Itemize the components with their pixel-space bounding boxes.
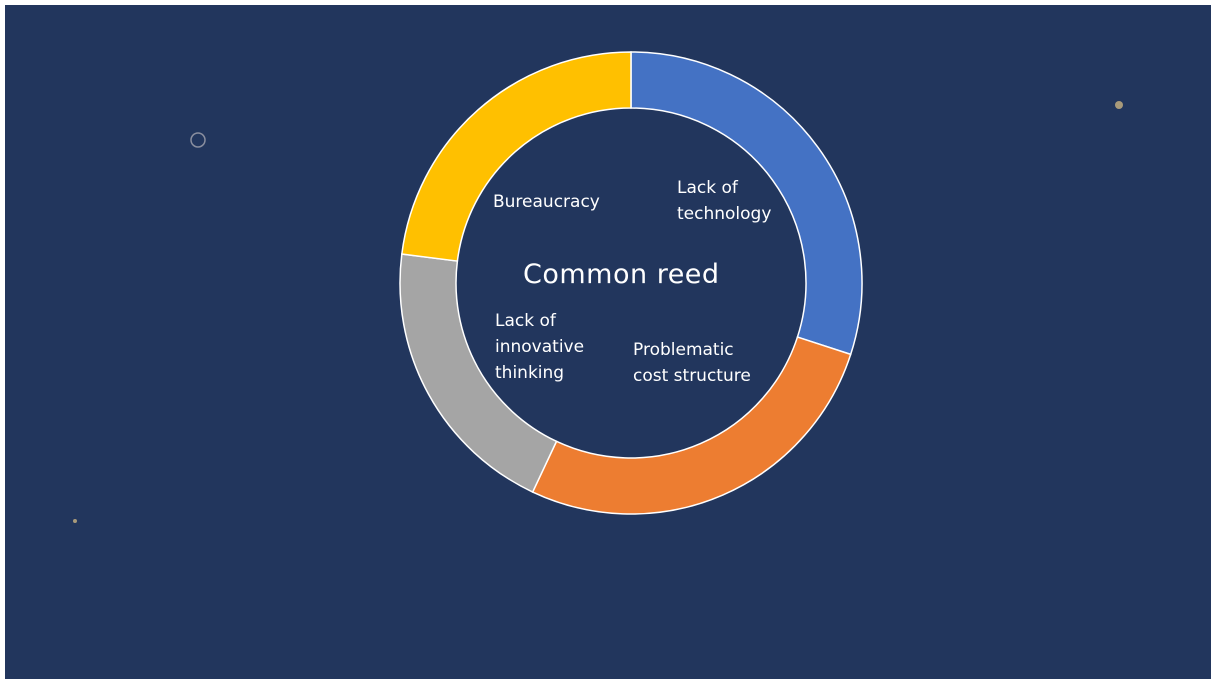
decorative-ring [190,132,206,148]
chart-center-title: Common reed [523,259,720,290]
donut-chart [73,51,1123,523]
segment-label-bureaucracy: Bureaucracy [493,192,600,212]
segment-label-problematic-cost-structure: Problematic cost structure [633,340,751,386]
segment-label-lack-of-innovative-thinking: Lack of innovative thinking [495,311,585,383]
segment-label-lack-of-technology: Lack of technology [677,178,772,224]
slide-background: Lack of technology Problematic cost stru… [5,5,1211,679]
donut-segments [399,51,863,515]
decorative-dot-small [73,519,77,523]
donut-segment-bureaucracy [400,51,632,262]
donut-segment-lack-of-technology [630,51,863,356]
decorative-dot [1115,101,1123,109]
